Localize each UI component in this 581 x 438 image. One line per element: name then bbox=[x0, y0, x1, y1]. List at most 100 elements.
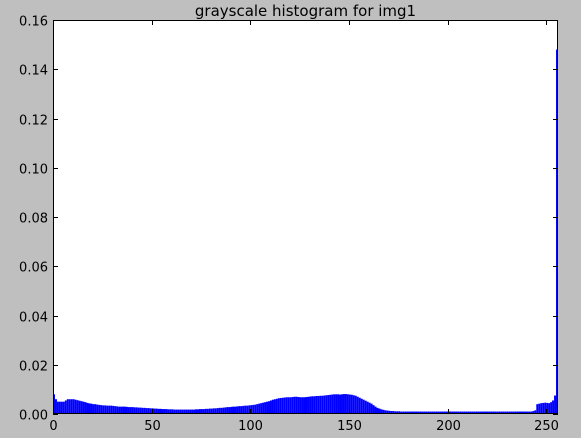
histogram-bar bbox=[110, 405, 113, 414]
histogram-bar bbox=[90, 403, 93, 414]
histogram-bar bbox=[240, 406, 243, 414]
histogram-bar bbox=[488, 411, 491, 414]
histogram-bar bbox=[122, 406, 125, 414]
histogram-bar bbox=[54, 399, 57, 414]
histogram-bar bbox=[116, 406, 119, 414]
histogram-bar bbox=[323, 395, 326, 414]
histogram-bar bbox=[412, 411, 414, 414]
histogram-bar bbox=[512, 411, 515, 414]
histogram-bar bbox=[544, 402, 547, 414]
histogram-bar bbox=[516, 411, 519, 414]
histogram-bar bbox=[309, 396, 312, 414]
histogram-bar bbox=[346, 394, 349, 414]
histogram-bar bbox=[141, 407, 144, 414]
x-tick-label: 200 bbox=[436, 419, 461, 434]
histogram-bar bbox=[185, 409, 188, 414]
histogram-bar bbox=[191, 409, 194, 414]
histogram-bar bbox=[275, 398, 278, 414]
histogram-bar bbox=[222, 407, 225, 414]
histogram-bar bbox=[64, 400, 67, 414]
histogram-bar bbox=[425, 411, 428, 414]
y-tick-label: 0.02 bbox=[19, 360, 48, 375]
x-tick-label: 150 bbox=[337, 419, 362, 434]
histogram-bar bbox=[139, 407, 142, 414]
histogram-bar bbox=[400, 411, 403, 414]
histogram-bar bbox=[212, 408, 215, 414]
histogram-bar bbox=[325, 395, 328, 414]
x-tick-label: 50 bbox=[144, 419, 161, 434]
histogram-bar bbox=[394, 411, 397, 414]
histogram-bar bbox=[181, 409, 184, 414]
histogram-bar bbox=[218, 407, 221, 414]
histogram-bar bbox=[299, 397, 302, 414]
histogram-bar bbox=[449, 411, 452, 414]
histogram-bar bbox=[281, 397, 284, 414]
histogram-bar bbox=[514, 411, 517, 414]
histogram-bar bbox=[303, 397, 306, 414]
histogram-bar bbox=[506, 411, 509, 414]
histogram-bar bbox=[200, 409, 203, 414]
histogram-bar bbox=[173, 409, 176, 414]
histogram-bar bbox=[149, 408, 152, 414]
histogram-bar bbox=[256, 404, 259, 414]
histogram-bar bbox=[362, 399, 365, 414]
histogram-bar bbox=[254, 404, 257, 414]
histogram-bar bbox=[129, 407, 132, 414]
histogram-bar bbox=[179, 409, 182, 414]
histogram-bar bbox=[317, 396, 320, 414]
histogram-bar bbox=[341, 394, 343, 414]
histogram-bar bbox=[124, 406, 126, 414]
x-tick-label: 100 bbox=[238, 419, 263, 434]
histogram-bar bbox=[220, 407, 223, 414]
x-tick-label: 250 bbox=[534, 419, 559, 434]
histogram-bar bbox=[143, 407, 146, 414]
histogram-bar bbox=[538, 403, 541, 414]
histogram-bar bbox=[244, 405, 247, 414]
histogram-bar bbox=[419, 411, 422, 414]
histogram-bar bbox=[384, 410, 387, 414]
histogram-bar bbox=[374, 406, 377, 414]
histogram-bar bbox=[522, 411, 525, 414]
histogram-bar bbox=[250, 405, 253, 414]
histogram-bar bbox=[388, 410, 391, 414]
histogram-bar bbox=[202, 409, 205, 414]
histogram-bar bbox=[380, 409, 383, 414]
histogram-bar bbox=[483, 411, 486, 414]
histogram-bar bbox=[337, 394, 340, 414]
histogram-bar bbox=[125, 406, 128, 414]
histogram-bar bbox=[98, 404, 101, 414]
histogram-bar bbox=[360, 398, 363, 414]
histogram-bar bbox=[465, 411, 468, 414]
histogram-bar bbox=[264, 402, 267, 414]
histogram-bar bbox=[66, 399, 69, 414]
histogram-bar bbox=[508, 411, 511, 414]
histogram-bar bbox=[344, 394, 347, 414]
histogram-bar bbox=[494, 411, 497, 414]
histogram-bar bbox=[248, 405, 251, 414]
histogram-bar bbox=[58, 401, 61, 414]
histogram-bar bbox=[72, 399, 75, 414]
histogram-bar bbox=[331, 394, 334, 414]
histogram-bar bbox=[112, 405, 115, 414]
y-tick-label: 0.08 bbox=[19, 212, 48, 227]
histogram-bar bbox=[76, 400, 79, 414]
histogram-bar bbox=[232, 406, 235, 414]
histogram-bar bbox=[382, 409, 385, 414]
histogram-bar bbox=[536, 404, 539, 414]
histogram-bar bbox=[550, 402, 553, 414]
histogram-bar bbox=[193, 409, 196, 414]
histogram-bar bbox=[70, 399, 73, 414]
histogram-bar bbox=[206, 408, 209, 414]
histogram-bar bbox=[378, 408, 381, 414]
plot-area bbox=[53, 20, 558, 414]
histogram-bar bbox=[189, 409, 192, 414]
histogram-bar bbox=[100, 405, 103, 414]
histogram-bar bbox=[96, 404, 99, 414]
histogram-bar bbox=[293, 396, 296, 414]
histogram-bar bbox=[169, 409, 172, 414]
histogram-bar bbox=[157, 408, 160, 414]
histogram-bar bbox=[198, 409, 201, 414]
histogram-bar bbox=[313, 396, 316, 414]
